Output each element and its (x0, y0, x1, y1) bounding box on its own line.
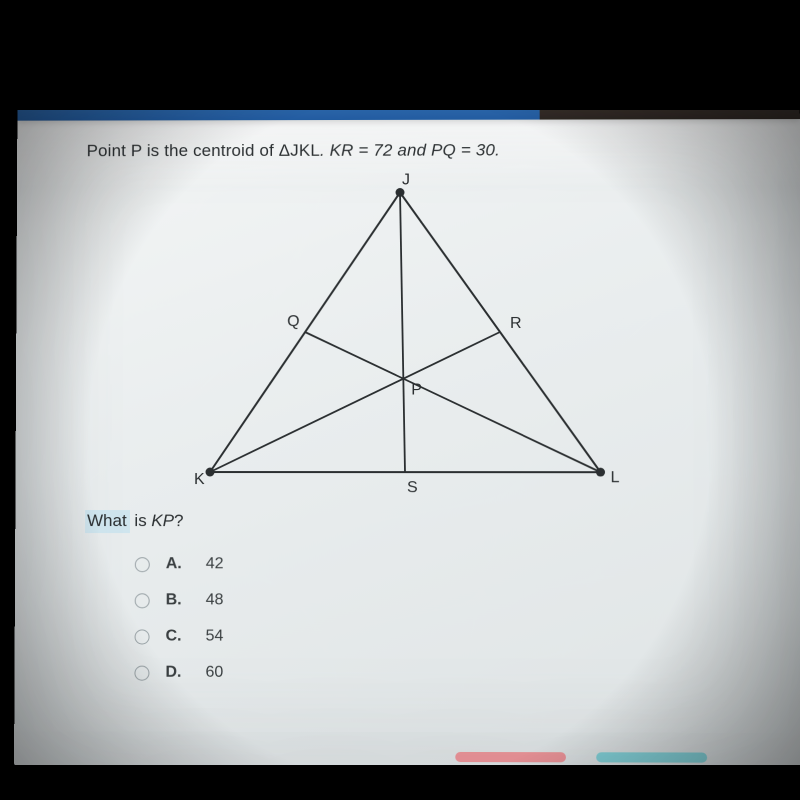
screen-area: MCKENZIE WILKINS Point P is the centroid… (14, 95, 800, 768)
letterbox-bottom (0, 765, 800, 800)
choice-value: 54 (206, 628, 236, 646)
choice-b[interactable]: B. 48 (135, 591, 732, 610)
svg-text:P: P (411, 382, 422, 399)
radio-icon[interactable] (135, 593, 150, 608)
triangle-symbol: ΔJKL (279, 141, 320, 160)
choice-letter: A. (166, 555, 190, 573)
letterbox-top (0, 0, 800, 110)
choice-a[interactable]: A. 42 (135, 555, 732, 574)
back-button[interactable] (455, 752, 566, 762)
geometry-figure: J K L Q R S P (190, 172, 621, 502)
question-highlight: What (85, 510, 130, 533)
svg-text:K: K (194, 471, 205, 488)
problem-statement: Point P is the centroid of ΔJKL. KR = 72… (87, 140, 730, 161)
choice-c[interactable]: C. 54 (135, 627, 732, 646)
svg-text:L: L (611, 469, 620, 486)
prompt-prefix: Point P is the centroid of (87, 141, 279, 160)
nav-buttons (455, 752, 707, 763)
question-variable: KP (151, 511, 174, 530)
choice-letter: D. (165, 664, 189, 682)
question-line: What is KP? (85, 510, 731, 534)
radio-icon[interactable] (135, 629, 150, 644)
svg-text:R: R (510, 315, 522, 332)
next-button[interactable] (596, 752, 707, 762)
question-rest-prefix: is (130, 511, 152, 530)
question-rest-suffix: ? (174, 511, 184, 530)
svg-text:J: J (402, 172, 410, 188)
svg-text:S: S (407, 479, 418, 496)
choice-value: 48 (206, 591, 236, 609)
choice-d[interactable]: D. 60 (134, 664, 732, 683)
radio-icon[interactable] (134, 665, 149, 680)
choice-letter: C. (166, 627, 190, 645)
content-area: Point P is the centroid of ΔJKL. KR = 72… (84, 140, 732, 747)
radio-icon[interactable] (135, 557, 150, 572)
prompt-suffix: . KR = 72 and PQ = 30. (320, 141, 500, 160)
triangle-svg: J K L Q R S P (190, 172, 621, 502)
svg-text:Q: Q (287, 313, 299, 330)
answer-choices: A. 42 B. 48 C. 54 D. 60 (134, 555, 732, 683)
choice-value: 42 (206, 555, 236, 573)
photo-frame: MCKENZIE WILKINS Point P is the centroid… (0, 0, 800, 800)
question-rest: is KP? (130, 511, 184, 530)
choice-value: 60 (205, 664, 235, 682)
choice-letter: B. (166, 591, 190, 609)
